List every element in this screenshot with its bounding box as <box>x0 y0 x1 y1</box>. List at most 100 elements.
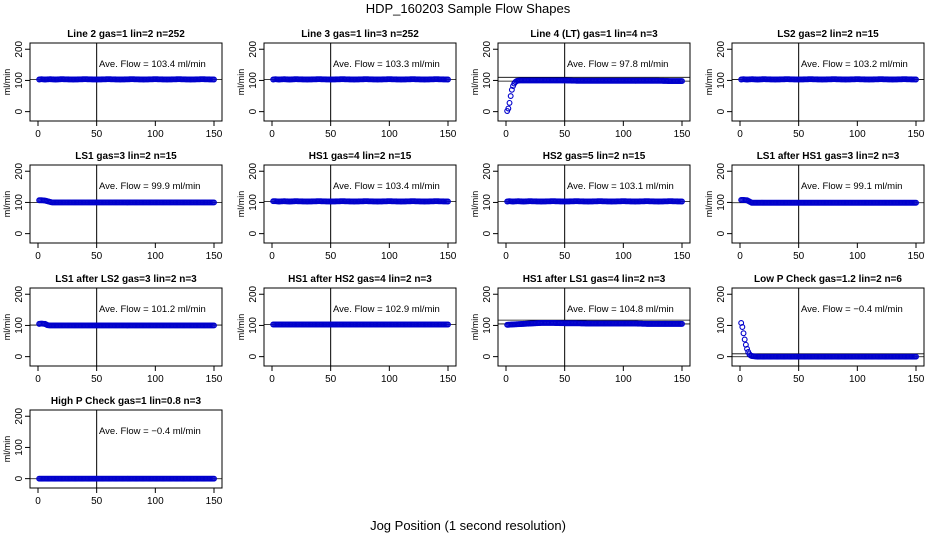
x-tick-label: 50 <box>559 374 571 385</box>
panel-13: High P Check gas=1 lin=0.8 n=3 Ave. Flow … <box>2 396 223 507</box>
y-axis: 0 100 200 <box>482 162 498 236</box>
y-tick-label: 100 <box>14 194 25 211</box>
data-point <box>508 86 515 93</box>
y-tick-label: 100 <box>716 194 727 211</box>
panel-title: LS1 gas=3 lin=2 n=15 <box>75 151 177 162</box>
y-axis: 0 100 200 <box>248 162 264 236</box>
panel-6: HS1 gas=4 lin=2 n=15 Ave. Flow = 103.4 ml… <box>236 151 457 262</box>
panel-8: LS1 after HS1 gas=3 lin=2 n=3 Ave. Flow =… <box>704 151 925 262</box>
x-axis: 0 50 100 150 <box>503 120 691 140</box>
y-tick-label: 200 <box>248 285 259 302</box>
data-point <box>211 76 217 83</box>
x-tick-label: 0 <box>269 129 275 140</box>
data-point <box>744 345 750 352</box>
x-tick-label: 50 <box>793 374 805 385</box>
x-tick-label: 150 <box>206 496 223 507</box>
x-tick-label: 0 <box>35 374 41 385</box>
data-point <box>679 198 685 205</box>
x-axis: 0 50 100 150 <box>35 242 223 262</box>
x-axis: 0 50 100 150 <box>737 365 925 385</box>
average-flow-annotation: Ave. Flow = 99.1 ml/min <box>801 181 902 192</box>
y-axis-label: ml/min <box>236 191 246 218</box>
x-tick-label: 100 <box>381 129 398 140</box>
x-tick-label: 100 <box>147 496 164 507</box>
x-axis: 0 50 100 150 <box>35 487 223 507</box>
data-points <box>504 319 685 328</box>
x-tick-label: 100 <box>615 251 632 262</box>
panel-title: HS1 after HS2 gas=4 lin=2 n=3 <box>288 274 432 285</box>
x-tick-label: 50 <box>91 496 103 507</box>
average-flow-annotation: Ave. Flow = −0.4 ml/min <box>801 304 903 315</box>
x-tick-label: 0 <box>269 251 275 262</box>
x-axis: 0 50 100 150 <box>269 120 457 140</box>
y-axis-label: ml/min <box>704 191 714 218</box>
x-tick-label: 0 <box>737 129 743 140</box>
y-tick-label: 100 <box>14 72 25 89</box>
y-axis-label: ml/min <box>470 314 480 341</box>
y-tick-label: 200 <box>482 40 493 57</box>
x-tick-label: 0 <box>35 496 41 507</box>
y-tick-label: 200 <box>248 162 259 179</box>
average-flow-annotation: Ave. Flow = 103.1 ml/min <box>567 181 674 192</box>
x-tick-label: 150 <box>674 129 691 140</box>
average-flow-annotation: Ave. Flow = 101.2 ml/min <box>99 304 206 315</box>
y-tick-label: 100 <box>248 72 259 89</box>
x-tick-label: 50 <box>559 129 571 140</box>
average-flow-annotation: Ave. Flow = 103.4 ml/min <box>333 181 440 192</box>
y-axis-label: ml/min <box>2 314 12 341</box>
panel-title: LS1 after HS1 gas=3 lin=2 n=3 <box>757 151 900 162</box>
panel-title: Low P Check gas=1.2 lin=2 n=6 <box>754 274 902 285</box>
x-tick-label: 100 <box>615 374 632 385</box>
x-tick-label: 150 <box>440 251 457 262</box>
y-tick-label: 0 <box>716 108 727 114</box>
plot-frame <box>497 287 691 367</box>
y-tick-label: 0 <box>248 353 259 359</box>
y-axis: 0 100 200 <box>482 40 498 114</box>
data-point <box>445 198 451 205</box>
y-axis: 0 100 200 <box>716 162 732 236</box>
panel-2: Line 3 gas=1 lin=3 n=252 Ave. Flow = 103.… <box>236 29 457 140</box>
x-tick-label: 100 <box>147 129 164 140</box>
x-axis: 0 50 100 150 <box>269 242 457 262</box>
panel-4: LS2 gas=2 lin=2 n=15 Ave. Flow = 103.2 ml… <box>704 29 925 140</box>
data-point <box>211 199 217 206</box>
y-tick-label: 0 <box>14 475 25 481</box>
average-flow-annotation: Ave. Flow = −0.4 ml/min <box>99 426 201 437</box>
x-tick-label: 0 <box>35 251 41 262</box>
average-flow-annotation: Ave. Flow = 103.3 ml/min <box>333 59 440 70</box>
y-tick-label: 100 <box>14 317 25 334</box>
data-point <box>679 78 685 85</box>
data-point <box>913 76 919 83</box>
y-axis: 0 100 200 <box>716 40 732 114</box>
panel-11: HS1 after LS1 gas=4 lin=2 n=3 Ave. Flow =… <box>470 274 691 385</box>
x-tick-label: 150 <box>674 374 691 385</box>
data-points <box>738 196 919 206</box>
y-tick-label: 0 <box>716 353 727 359</box>
data-points <box>504 198 685 205</box>
data-point <box>741 336 748 343</box>
y-tick-label: 200 <box>482 162 493 179</box>
data-points <box>504 77 685 114</box>
x-tick-label: 150 <box>206 129 223 140</box>
panel-9: LS1 after LS2 gas=3 lin=2 n=3 Ave. Flow =… <box>2 274 223 385</box>
y-tick-label: 200 <box>716 285 727 302</box>
y-tick-label: 100 <box>716 72 727 89</box>
x-tick-label: 0 <box>35 129 41 140</box>
x-tick-label: 100 <box>147 251 164 262</box>
x-tick-label: 50 <box>325 251 337 262</box>
x-axis: 0 50 100 150 <box>503 365 691 385</box>
panel-title: High P Check gas=1 lin=0.8 n=3 <box>51 396 202 407</box>
y-axis-label: ml/min <box>236 314 246 341</box>
panel-7: HS2 gas=5 lin=2 n=15 Ave. Flow = 103.1 ml… <box>470 151 691 262</box>
x-tick-label: 100 <box>147 374 164 385</box>
data-point <box>913 199 919 206</box>
average-flow-annotation: Ave. Flow = 103.4 ml/min <box>99 59 206 70</box>
y-tick-label: 100 <box>482 194 493 211</box>
y-axis: 0 100 200 <box>14 407 30 481</box>
x-axis: 0 50 100 150 <box>737 242 925 262</box>
data-point <box>679 320 685 327</box>
average-flow-annotation: Ave. Flow = 103.2 ml/min <box>801 59 908 70</box>
x-tick-label: 50 <box>325 374 337 385</box>
x-tick-label: 150 <box>206 251 223 262</box>
